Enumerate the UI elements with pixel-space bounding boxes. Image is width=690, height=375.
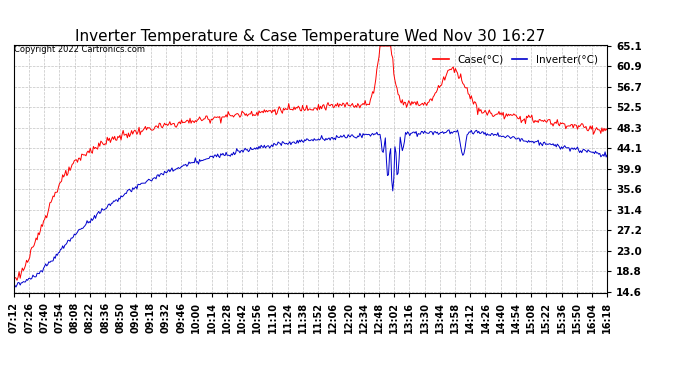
Line: Inverter(°C): Inverter(°C) [14,130,607,287]
Inverter(°C) [10,284,18,288]
Inverter(°C) [530,141,538,145]
Case(°C) [395,93,403,98]
Title: Inverter Temperature & Case Temperature Wed Nov 30 16:27: Inverter Temperature & Case Temperature … [75,29,546,44]
Case(°C) [514,116,522,121]
Case(°C) [529,118,537,123]
Text: Copyright 2022 Cartronics.com: Copyright 2022 Cartronics.com [14,45,145,54]
Case(°C) [428,99,436,103]
Inverter(°C) [12,285,20,289]
Case(°C) [10,280,18,285]
Inverter(°C) [603,153,611,157]
Case(°C) [59,172,67,177]
Inverter(°C) [15,280,23,285]
Inverter(°C) [59,246,68,250]
Case(°C) [603,128,611,132]
Case(°C) [14,275,22,279]
Inverter(°C) [445,128,453,132]
Case(°C) [376,44,384,48]
Inverter(°C) [515,136,523,141]
Inverter(°C) [428,130,436,134]
Inverter(°C) [395,156,403,161]
Line: Case(°C): Case(°C) [14,46,607,282]
Legend: Case(°C), Inverter(°C): Case(°C), Inverter(°C) [429,50,602,69]
